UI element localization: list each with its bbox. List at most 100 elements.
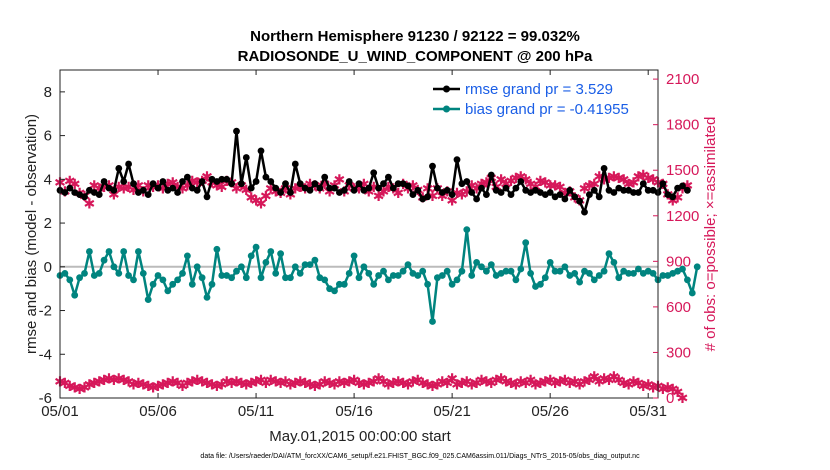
rmse-point — [483, 191, 490, 199]
obs-upper-point: ✱ — [525, 177, 537, 193]
bias-point — [350, 252, 358, 260]
bias-point — [448, 280, 456, 288]
bias-point — [198, 274, 206, 282]
rmse-point — [100, 178, 108, 185]
rmse-point — [277, 189, 284, 196]
obs-upper-point: ✱ — [579, 181, 591, 197]
left-y-tick-label: -6 — [39, 390, 52, 407]
bias-point — [179, 270, 186, 277]
obs-lower-point: ✱ — [471, 376, 483, 392]
rmse-point — [448, 191, 456, 199]
bias-point — [360, 263, 368, 271]
obs-lower-point: ✱ — [329, 377, 341, 393]
obs-lower-point: ✱ — [427, 379, 439, 395]
obs-upper-point: ✱ — [383, 180, 395, 196]
right-y-tick-label: 2100 — [666, 71, 699, 88]
bias-point — [228, 274, 236, 282]
rmse-point — [453, 156, 461, 164]
bias-point — [340, 280, 348, 288]
x-tick-label: 05/31 — [629, 403, 667, 420]
bias-point — [610, 259, 618, 266]
rmse-point — [409, 191, 417, 199]
bias-point — [130, 276, 137, 284]
obs-upper-point: ✱ — [613, 171, 625, 187]
bias-point — [321, 276, 329, 284]
rmse-point — [380, 180, 387, 188]
obs-lower-point: ✱ — [98, 373, 110, 389]
obs-upper-point: ✱ — [84, 197, 96, 213]
obs-lower-point: ✱ — [387, 376, 399, 392]
obs-upper-point: ✱ — [520, 172, 532, 188]
obs-lower-point: ✱ — [383, 377, 395, 393]
obs-upper-point: ✱ — [554, 180, 566, 196]
obs-upper-point: ✱ — [471, 181, 483, 197]
obs-upper-point: ✱ — [608, 169, 620, 185]
obs-upper-point: ✱ — [88, 178, 100, 194]
bias-point — [429, 318, 436, 325]
rmse-point — [556, 191, 564, 199]
rmse-point — [125, 160, 132, 168]
obs-upper-point: ✱ — [495, 172, 507, 188]
obs-lower-point: ✱ — [309, 379, 321, 395]
obs-upper-point: ✱ — [265, 181, 277, 197]
bias-point — [380, 267, 387, 275]
obs-lower-point: ✱ — [535, 376, 547, 392]
obs-upper-point: ✱ — [559, 186, 571, 202]
bias-point — [61, 270, 69, 277]
x-tick-label: 05/01 — [41, 403, 79, 420]
obs-lower-point: ✱ — [628, 374, 640, 390]
obs-upper-point: ✱ — [343, 178, 355, 194]
bias-point — [262, 259, 270, 266]
left-y-tick-label: 0 — [44, 259, 52, 276]
bias-point — [100, 256, 108, 264]
obs-lower-point: ✱ — [142, 379, 154, 395]
obs-lower-point: ✱ — [103, 371, 115, 387]
bias-point — [95, 270, 103, 277]
left-y-tick-label: -2 — [39, 303, 52, 320]
obs-lower-point: ✱ — [490, 373, 502, 389]
obs-upper-point: ✱ — [682, 178, 694, 194]
obs-lower-point: ✱ — [633, 376, 645, 392]
bias-point — [71, 291, 79, 299]
rmse-point — [463, 178, 471, 185]
obs-lower-point: ✱ — [236, 376, 248, 392]
plot-frame — [59, 69, 659, 399]
obs-lower-point: ✱ — [343, 374, 355, 390]
bias-point — [590, 276, 598, 284]
bias-point — [659, 272, 667, 279]
x-tick-label: 05/06 — [139, 403, 177, 420]
obs-lower-point: ✱ — [294, 374, 306, 390]
rmse-point — [311, 180, 319, 188]
obs-lower-point: ✱ — [451, 377, 463, 393]
obs-lower-point: ✱ — [392, 374, 404, 390]
bias-point — [419, 267, 427, 275]
obs-lower-point: ✱ — [275, 376, 287, 392]
bias-point — [149, 280, 157, 288]
obs-lower-point: ✱ — [64, 379, 76, 395]
bias-point — [252, 243, 260, 251]
obs-lower-point: ✱ — [422, 377, 434, 393]
obs-lower-point: ✱ — [59, 376, 71, 392]
rmse-point — [282, 180, 289, 188]
obs-upper-point: ✱ — [294, 180, 306, 196]
rmse-point — [345, 178, 353, 185]
rmse-point — [267, 178, 275, 185]
obs-lower-point: ✱ — [677, 391, 689, 407]
bias-point — [693, 263, 701, 271]
x-tick-label: 05/21 — [433, 403, 471, 420]
rmse-point — [257, 147, 265, 155]
bias-point — [159, 276, 167, 284]
bias-point — [306, 261, 314, 268]
bias-point — [605, 250, 613, 258]
obs-lower-point: ✱ — [167, 374, 179, 390]
rmse-point — [223, 175, 231, 183]
rmse-point — [644, 186, 652, 194]
rmse-point — [115, 165, 123, 172]
obs-lower-point: ✱ — [593, 374, 605, 390]
rmse-point — [669, 193, 677, 201]
obs-lower-point: ✱ — [584, 373, 596, 389]
bias-point — [242, 274, 250, 282]
bias-point — [336, 280, 343, 288]
obs-upper-point: ✱ — [451, 186, 463, 202]
obs-upper-point: ✱ — [177, 181, 189, 197]
